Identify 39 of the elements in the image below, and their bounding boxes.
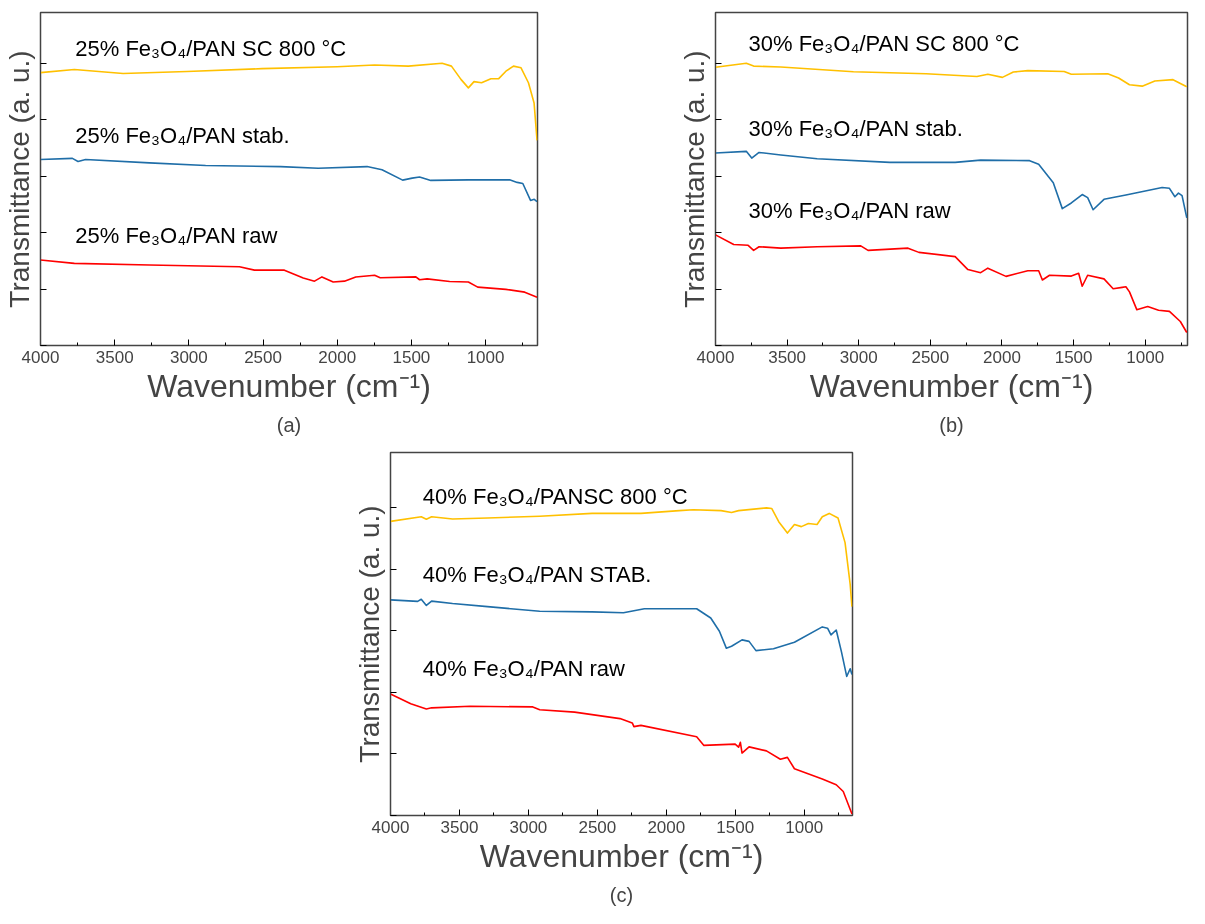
text: (a) (276, 413, 302, 436)
x-tick-label: 1000 (1126, 347, 1165, 367)
series-label: 25% Fe₃O₄/PAN stab. (75, 122, 290, 148)
x-tick-label: 2500 (911, 347, 950, 367)
x-tick-label: 2000 (318, 347, 357, 367)
series-label: 30% Fe₃O₄/PAN raw (748, 198, 951, 224)
x-tick-label: 3000 (839, 347, 878, 367)
x-tick-label: 3500 (440, 817, 479, 837)
x-tick-label: 2500 (244, 347, 282, 367)
series-label: 30% Fe₃O₄/PAN stab. (748, 116, 963, 142)
series-label: 40% Fe₃O₄/PAN STAB. (422, 562, 652, 588)
x-tick-label: 4000 (371, 817, 410, 837)
x-axis-title: Wavenumber (cm⁻¹) (479, 837, 764, 874)
x-tick-label: 1000 (466, 347, 505, 367)
x-tick-label: 3500 (768, 347, 807, 367)
x-tick-label: 2000 (647, 817, 686, 837)
x-tick-label: 1000 (785, 817, 824, 837)
x-tick-label: 1500 (716, 817, 755, 837)
x-tick-label: 4000 (21, 347, 60, 367)
x-tick-label: 1500 (1054, 347, 1093, 367)
x-tick-label: 1500 (392, 347, 431, 367)
y-axis-title: Transmittance (a. u.) (353, 505, 385, 763)
x-tick-label: 4000 (696, 347, 735, 367)
y-axis-title: Transmittance (a. u.) (678, 50, 710, 308)
y-axis-title: Transmittance (a. u.) (3, 50, 35, 308)
series-label: 30% Fe₃O₄/PAN SC 800 °C (748, 30, 1020, 56)
series-label: 40% Fe₃O₄/PANSC 800 °C (422, 483, 688, 509)
series-label: 25% Fe₃O₄/PAN raw (75, 223, 278, 249)
x-axis-title: Wavenumber (cm⁻¹) (809, 367, 1094, 404)
text: (b) (939, 413, 964, 436)
text: (c) (609, 883, 634, 906)
x-tick-label: 2000 (983, 347, 1021, 367)
series-label: 40% Fe₃O₄/PAN raw (422, 656, 626, 682)
x-tick-label: 2500 (578, 817, 617, 837)
x-tick-label: 3500 (95, 347, 134, 367)
series-label: 25% Fe₃O₄/PAN SC 800 °C (75, 35, 347, 61)
x-axis-title: Wavenumber (cm⁻¹) (147, 367, 431, 404)
x-tick-label: 3000 (509, 817, 548, 837)
x-tick-label: 3000 (169, 347, 208, 367)
